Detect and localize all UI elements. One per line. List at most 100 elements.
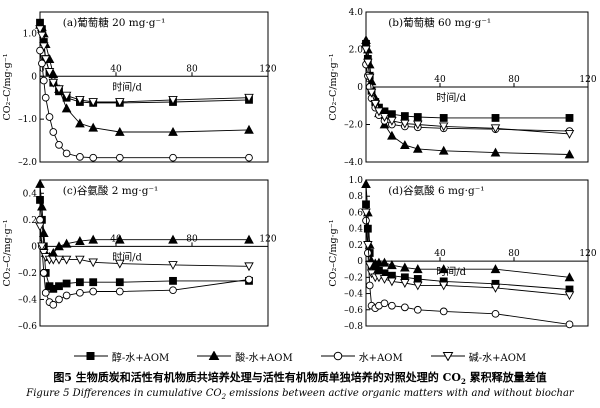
data-point — [400, 140, 410, 150]
data-point — [39, 76, 48, 85]
series-2 — [36, 46, 253, 162]
data-point — [490, 264, 501, 274]
series-3 — [361, 208, 575, 301]
caption-en-post: emissions between active organic matters… — [226, 388, 574, 399]
data-point — [39, 269, 48, 277]
series-line — [39, 24, 250, 133]
panel-label: (c)谷氨酸 2 mg·g⁻¹ — [63, 184, 158, 197]
panel-label: (b)葡萄糖 60 mg·g⁻¹ — [388, 16, 491, 29]
data-point — [88, 122, 99, 132]
y-tick-label: –0.8 — [344, 322, 363, 332]
series-line — [365, 204, 570, 290]
plot-frame — [39, 179, 269, 327]
data-point — [438, 281, 449, 291]
data-point — [439, 307, 448, 316]
y-tick-label: 1.0 — [349, 176, 364, 186]
data-point — [438, 122, 449, 132]
legend-item-acid-water: 酸-水+AOM — [197, 349, 293, 364]
legend-label: 醇-水+AOM — [111, 352, 170, 364]
data-point — [37, 201, 47, 211]
data-point — [61, 238, 72, 248]
data-point — [37, 31, 47, 41]
data-point — [44, 68, 55, 77]
legend: 醇-水+AOM 酸-水+AOM 水+AOM 碱-水+AOM — [0, 346, 600, 366]
data-point — [412, 143, 423, 153]
data-point — [41, 93, 50, 102]
y-tick-label: 0 — [357, 83, 363, 93]
y-tick-label: 0.6 — [349, 208, 364, 218]
data-point — [388, 301, 396, 310]
data-point — [76, 288, 84, 297]
y-tick-label: 0 — [357, 257, 363, 267]
caption-en-pre: Figure 5 Differences in cumulative CO — [26, 388, 222, 399]
legend-label: 水+AOM — [358, 352, 403, 364]
y-axis-label: CO₂–C/mg·g⁻¹ — [2, 219, 13, 286]
data-point — [564, 291, 575, 301]
y-tick-label: 0 — [31, 242, 37, 252]
x-axis-label: 时间/d — [436, 91, 466, 104]
data-point — [40, 55, 51, 65]
data-point — [76, 153, 84, 161]
x-tick-label: 40 — [110, 64, 122, 74]
y-tick-label: 2.0 — [349, 46, 364, 56]
x-tick-label: 0 — [39, 234, 45, 244]
series-line — [39, 219, 250, 306]
data-point — [244, 234, 254, 244]
data-point — [491, 114, 500, 122]
y-tick-label: –0.4 — [344, 290, 363, 300]
legend-item-alcohol-water: 醇-水+AOM — [73, 349, 170, 364]
data-point — [45, 113, 54, 121]
data-point — [491, 309, 500, 318]
data-point — [380, 299, 389, 308]
data-point — [75, 118, 85, 128]
data-point — [48, 255, 59, 265]
y-tick-label: –0.2 — [18, 269, 37, 279]
data-point — [387, 130, 397, 140]
data-point — [413, 120, 423, 130]
series-line — [39, 50, 249, 159]
data-point — [89, 287, 98, 296]
data-point — [35, 25, 45, 35]
data-point — [49, 300, 58, 309]
data-point — [400, 262, 410, 272]
legend-marker-open-triangle-down — [430, 352, 465, 361]
data-point — [370, 100, 381, 109]
data-point — [88, 98, 98, 107]
series-3 — [35, 222, 254, 272]
y-tick-label: 0.8 — [349, 192, 364, 202]
x-tick-label: 80 — [508, 249, 520, 259]
data-point — [245, 153, 253, 162]
data-point — [54, 255, 64, 265]
data-point — [365, 281, 374, 290]
panel-label: (a)葡萄糖 20 mg·g⁻¹ — [63, 16, 165, 29]
data-point — [564, 130, 575, 139]
data-point — [61, 103, 72, 113]
data-point — [62, 291, 71, 300]
plot-frame — [365, 179, 589, 327]
data-point — [55, 282, 63, 291]
data-point — [61, 91, 72, 101]
series-line — [365, 43, 570, 119]
data-point — [75, 236, 85, 245]
data-point — [36, 46, 44, 55]
data-point — [54, 85, 64, 95]
charts-svg: –2.0 –1.0 0 1.0 0 40 80 120 时间/d CO₂–C/mg·g⁻¹ (a)葡… — [2, 8, 597, 332]
data-point — [379, 113, 390, 122]
data-point — [61, 255, 72, 265]
data-point — [364, 249, 372, 257]
data-point — [169, 286, 177, 295]
figure-caption-cn: 图5 生物质炭和活性有机物质共培养处理与活性有机物质单独培养的对照处理的 CO2… — [0, 369, 600, 386]
data-point — [54, 241, 64, 251]
series-1 — [361, 35, 575, 159]
data-point — [361, 208, 371, 218]
data-point — [36, 215, 44, 224]
y-tick-label: –2.0 — [344, 121, 363, 131]
series-line — [39, 28, 250, 103]
data-point — [115, 259, 125, 269]
y-tick-label: –2.0 — [18, 158, 37, 168]
y-tick-label: 0 — [31, 72, 37, 82]
y-tick-label: –1.0 — [18, 115, 37, 125]
data-point — [169, 153, 177, 162]
x-tick-label: 40 — [434, 249, 446, 259]
legend-item-water: 水+AOM — [320, 349, 403, 364]
